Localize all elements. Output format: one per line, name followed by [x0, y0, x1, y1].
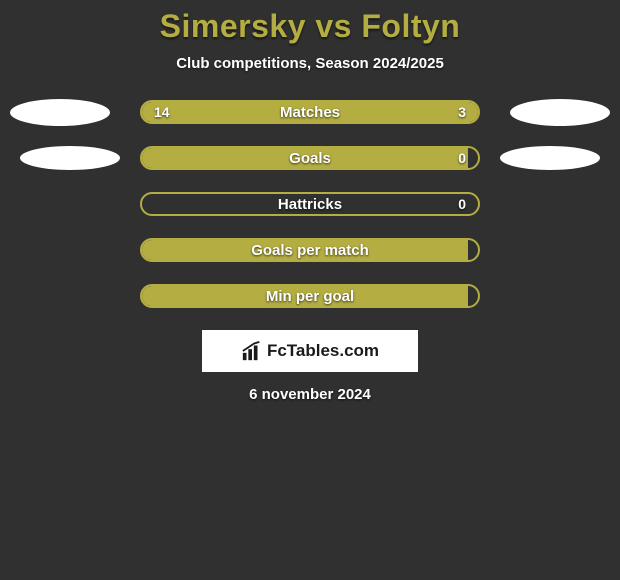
chart-icon: [241, 340, 263, 362]
stat-row: 143Matches: [0, 100, 620, 124]
comparison-widget: Simersky vs Foltyn Club competitions, Se…: [0, 0, 620, 403]
stat-bar: Min per goal: [140, 284, 480, 308]
subtitle: Club competitions, Season 2024/2025: [0, 55, 620, 72]
player-right-oval: [500, 146, 600, 170]
player-right-oval: [510, 99, 610, 126]
stat-rows: 143Matches 0Goals 0Hattricks Goals per matc…: [0, 100, 620, 308]
stat-row: 0Goals: [0, 146, 620, 170]
stat-bar: 0Hattricks: [140, 192, 480, 216]
stat-label: Matches: [142, 102, 478, 122]
logo-text: FcTables.com: [267, 341, 379, 361]
date-label: 6 november 2024: [0, 386, 620, 403]
page-title: Simersky vs Foltyn: [0, 8, 620, 45]
player-left-oval: [10, 99, 110, 126]
stat-label: Goals per match: [142, 240, 478, 260]
player-left-oval: [20, 146, 120, 170]
stat-row: Min per goal: [0, 284, 620, 308]
stat-label: Goals: [142, 148, 478, 168]
stat-bar: Goals per match: [140, 238, 480, 262]
stat-bar: 0Goals: [140, 146, 480, 170]
stat-label: Hattricks: [142, 194, 478, 214]
source-logo[interactable]: FcTables.com: [202, 330, 418, 372]
stat-label: Min per goal: [142, 286, 478, 306]
stat-row: Goals per match: [0, 238, 620, 262]
stat-bar: 143Matches: [140, 100, 480, 124]
stat-row: 0Hattricks: [0, 192, 620, 216]
